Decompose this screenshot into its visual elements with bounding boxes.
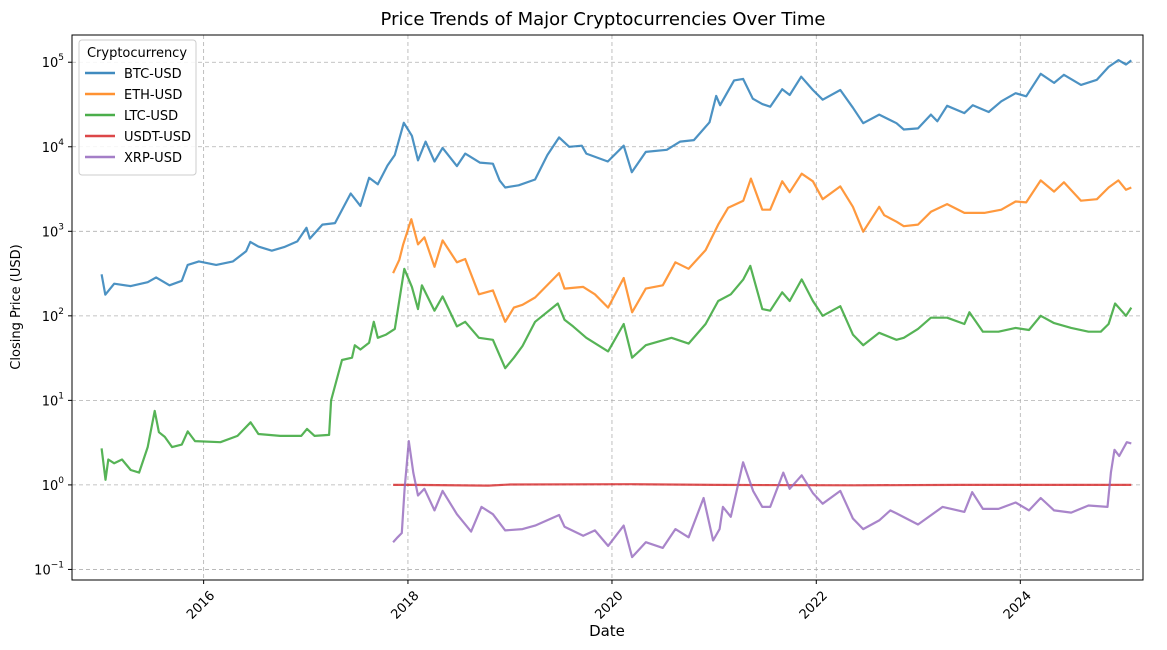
y-tick-label: 100 bbox=[42, 476, 65, 494]
y-tick-label: 10−1 bbox=[34, 560, 64, 578]
legend-label: USDT-USD bbox=[124, 130, 191, 145]
legend-label: XRP-USD bbox=[124, 151, 182, 166]
y-tick-label: 101 bbox=[42, 391, 64, 409]
legend-title: Cryptocurrency bbox=[87, 46, 187, 61]
x-tick-label: 2016 bbox=[184, 589, 218, 623]
y-tick-label: 102 bbox=[42, 307, 64, 325]
series-line-btc-usd bbox=[100, 59, 1132, 296]
legend: Cryptocurrency BTC-USD ETH-USD LTC-USD USDT… bbox=[78, 39, 197, 176]
series-line-usdt-usd bbox=[393, 483, 1132, 487]
y-tick-label: 105 bbox=[42, 53, 64, 71]
x-tick-label: 2018 bbox=[388, 589, 422, 623]
y-axis-ticks: 10−1 100 101 102 103 104 105 bbox=[34, 53, 72, 578]
x-tick-label: 2022 bbox=[797, 589, 831, 623]
plot-frame bbox=[71, 34, 1144, 581]
y-axis-label: Closing Price (USD) bbox=[9, 244, 24, 369]
x-tick-label: 2020 bbox=[592, 589, 626, 623]
x-axis-label: Date bbox=[589, 622, 625, 640]
y-tick-label: 104 bbox=[42, 138, 65, 156]
x-tick-label: 2024 bbox=[1001, 589, 1035, 623]
legend-items: BTC-USD ETH-USD LTC-USD USDT-USD XRP-USD bbox=[85, 67, 191, 166]
y-tick-label: 103 bbox=[42, 222, 64, 240]
series-line-eth-usd bbox=[392, 172, 1132, 323]
legend-label: ETH-USD bbox=[124, 88, 182, 103]
series-lines bbox=[100, 59, 1133, 559]
series-line-xrp-usd bbox=[392, 440, 1132, 559]
chart-title: Price Trends of Major Cryptocurrencies O… bbox=[381, 9, 826, 30]
legend-label: LTC-USD bbox=[124, 109, 178, 124]
legend-label: BTC-USD bbox=[124, 67, 182, 82]
series-line-ltc-usd bbox=[100, 264, 1133, 481]
grid bbox=[72, 35, 1143, 580]
x-axis-ticks: 2016 2018 2020 2022 2024 bbox=[184, 580, 1035, 623]
